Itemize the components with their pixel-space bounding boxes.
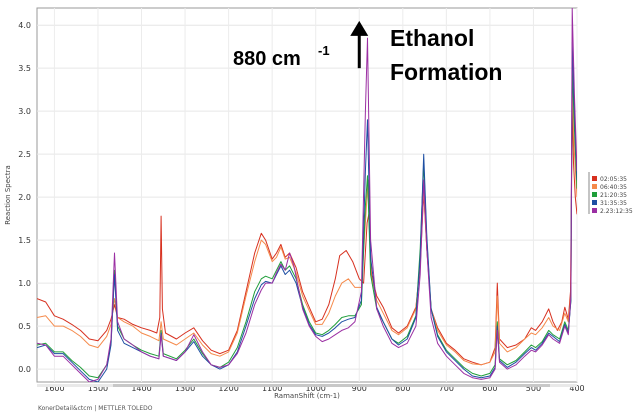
legend-swatch[interactable] <box>592 192 597 197</box>
x-tick-label: 1300 <box>175 384 195 393</box>
legend-label[interactable]: 02:05:35 <box>600 176 627 183</box>
legend-swatch[interactable] <box>592 176 597 181</box>
y-tick-label: 3.5 <box>18 64 31 73</box>
y-axis-title: Reaction Spectra <box>4 165 12 225</box>
x-tick-label: 900 <box>352 384 367 393</box>
peak-label-880: 880 cm <box>233 48 301 70</box>
x-tick-label: 1000 <box>306 384 326 393</box>
x-tick-label: 1200 <box>218 384 238 393</box>
ethanol-label: Ethanol <box>390 25 474 51</box>
legend-label[interactable]: 21:20:35 <box>600 192 627 199</box>
legend-label[interactable]: 31:35:35 <box>600 200 627 207</box>
y-tick-label: 1.5 <box>18 236 31 245</box>
x-scrollbar-thumb[interactable] <box>113 384 550 387</box>
x-tick-label: 400 <box>569 384 584 393</box>
y-tick-label: 2.5 <box>18 150 31 159</box>
legend-label[interactable]: 2.23:12:35 <box>600 208 633 215</box>
formation-label: Formation <box>390 59 502 85</box>
series-line <box>37 8 577 382</box>
series-line <box>37 97 577 366</box>
y-tick-label: 2.0 <box>18 193 31 202</box>
x-tick-label: 700 <box>439 384 454 393</box>
series-line <box>37 67 577 379</box>
peak-label-superscript: -1 <box>318 43 330 58</box>
x-tick-label: 600 <box>482 384 497 393</box>
legend-swatch[interactable] <box>592 200 597 205</box>
x-tick-label: 1500 <box>88 384 108 393</box>
ethanol-arrow-head <box>350 20 369 36</box>
x-tick-label: 500 <box>526 384 541 393</box>
y-tick-label: 3.0 <box>18 107 31 116</box>
y-tick-label: 1.0 <box>18 279 31 288</box>
x-tick-label: 800 <box>395 384 410 393</box>
legend-label[interactable]: 06:40:35 <box>600 184 627 191</box>
x-tick-label: 1600 <box>44 384 64 393</box>
x-tick-label: 1100 <box>262 384 282 393</box>
series-line <box>37 84 577 366</box>
y-tick-label: 0.5 <box>18 322 31 331</box>
x-tick-label: 1400 <box>131 384 151 393</box>
legend-swatch[interactable] <box>592 184 597 189</box>
legend-swatch[interactable] <box>592 208 597 213</box>
footer-text: KonerDetail&ctcm | METTLER TOLEDO <box>38 405 153 412</box>
x-axis-title: RamanShift (cm-1) <box>274 392 340 400</box>
y-tick-label: 0.0 <box>18 365 31 374</box>
y-tick-label: 4.0 <box>18 21 31 30</box>
